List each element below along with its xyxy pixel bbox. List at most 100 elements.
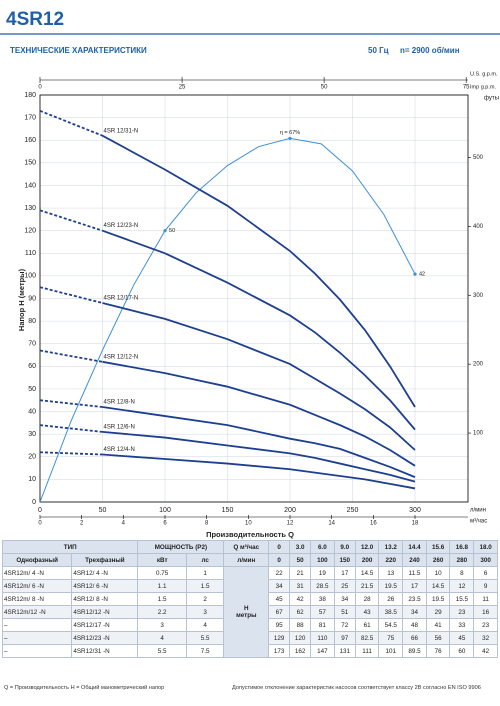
footer-legend: Q = Производительность H = Общий маномет… bbox=[4, 685, 165, 691]
h-value: 41 bbox=[425, 618, 451, 632]
y-tick-label: 20 bbox=[28, 454, 36, 461]
head-curve bbox=[102, 360, 416, 467]
h-value: 23 bbox=[473, 618, 498, 632]
head-curve-dashed bbox=[39, 109, 103, 137]
cell: 4SR12/31 -N bbox=[71, 644, 139, 658]
h-value: 14.5 bbox=[425, 579, 451, 593]
x3-tick-label: 0 bbox=[38, 85, 42, 91]
curve-label: 4SR 12/31-N bbox=[104, 128, 139, 134]
y-tick-label: 120 bbox=[24, 228, 36, 235]
h-value: 60 bbox=[449, 644, 475, 658]
th-q-m3h: 0 bbox=[268, 540, 291, 554]
th-q-lmin: 240 bbox=[402, 553, 427, 567]
th-q-m3h: 16.8 bbox=[449, 540, 475, 554]
h-value: 17 bbox=[333, 566, 356, 580]
table-row: 4SR12m/ 8 -N 4SR12/ 8 -N 1.5 2 45 42 38 34 28 26 2… bbox=[1, 592, 498, 606]
h-value: 8 bbox=[449, 566, 475, 580]
h-value: 26 bbox=[378, 592, 404, 606]
th-q-lmin: 100 bbox=[310, 553, 335, 567]
h-value: 28 bbox=[354, 592, 380, 606]
cell: 4 bbox=[137, 631, 187, 645]
q-unit: м³/час bbox=[240, 543, 260, 551]
h-value: 54.5 bbox=[378, 618, 404, 632]
th-q-m3h: 12.0 bbox=[354, 540, 380, 554]
x-tick-label: 300 bbox=[409, 507, 421, 514]
h-value: 38.5 bbox=[378, 605, 404, 619]
h-value: 11.5 bbox=[402, 566, 427, 580]
x-unit: л/мин bbox=[470, 508, 486, 514]
cell: 4SR12m/ 4 -N bbox=[1, 566, 73, 580]
cell: 1.5 bbox=[137, 592, 187, 606]
h-label: метры bbox=[236, 612, 257, 619]
curve-label: 4SR 12/12-N bbox=[104, 354, 139, 360]
h-value: 72 bbox=[333, 618, 356, 632]
th-q-m3h: 6.0 bbox=[310, 540, 335, 554]
cell: 4SR12m/ 8 -N bbox=[1, 592, 73, 606]
x2-tick-label: 4 bbox=[122, 521, 126, 527]
head-curve bbox=[102, 302, 416, 451]
y-tick-label: 40 bbox=[28, 408, 36, 415]
efficiency-point bbox=[163, 229, 167, 233]
cell: 4SR12/ 4 -N bbox=[71, 566, 139, 580]
y-tick-label: 10 bbox=[28, 476, 36, 483]
cell: 2 bbox=[185, 592, 225, 606]
x-tick-label: 150 bbox=[222, 507, 234, 514]
cell: 4SR12m/ 6 -N bbox=[1, 579, 73, 593]
y2-tick-label: 500 bbox=[473, 155, 484, 161]
y-tick-label: 170 bbox=[24, 114, 36, 121]
y-axis-label: Напор H (метры) bbox=[17, 268, 26, 331]
h-value: 56 bbox=[425, 631, 451, 645]
y-tick-label: 110 bbox=[25, 250, 36, 257]
h-value: 34 bbox=[333, 592, 356, 606]
cell: 1 bbox=[185, 566, 225, 580]
h-value: 45 bbox=[268, 592, 291, 606]
speed: n= 2900 об/мин bbox=[400, 46, 460, 55]
q: Q bbox=[233, 543, 239, 551]
h-value: 76 bbox=[425, 644, 451, 658]
cell: 3 bbox=[185, 605, 225, 619]
th-q-m3h: 18.0 bbox=[473, 540, 498, 554]
h-value: 34 bbox=[402, 605, 427, 619]
h-value: 120 bbox=[289, 631, 312, 645]
efficiency-curve bbox=[39, 137, 416, 503]
th-q-m3h: 13.2 bbox=[378, 540, 404, 554]
head-curve-dashed bbox=[39, 349, 103, 363]
th-three: Трехфазный bbox=[71, 553, 139, 567]
head-curve bbox=[102, 134, 416, 408]
head-curve-dashed bbox=[39, 209, 103, 232]
head-curve bbox=[102, 453, 416, 490]
chart: 4SR12 ТЕХНИЧЕСКИЕ ХАРАКТЕРИСТИКИ 50 Гц n… bbox=[0, 9, 500, 539]
h-value: 31 bbox=[289, 579, 312, 593]
th-q-lmin: 280 bbox=[449, 553, 475, 567]
h-value: 66 bbox=[402, 631, 427, 645]
h-value: 23 bbox=[449, 605, 475, 619]
x2-tick-label: 8 bbox=[205, 521, 209, 527]
y-tick-label: 150 bbox=[24, 160, 36, 167]
h-value: 51 bbox=[333, 605, 356, 619]
h-value: 34 bbox=[268, 579, 291, 593]
curve-label: 4SR 12/8-N bbox=[104, 400, 135, 406]
y-tick-label: 130 bbox=[24, 205, 36, 212]
cell: 3 bbox=[137, 618, 187, 632]
h-value: 173 bbox=[268, 644, 291, 658]
cell: 0.75 bbox=[137, 566, 187, 580]
h-value: 19.5 bbox=[425, 592, 451, 606]
h-value: 81 bbox=[310, 618, 335, 632]
cell: 1.1 bbox=[137, 579, 187, 593]
cell: – bbox=[1, 618, 73, 632]
h-value: 162 bbox=[289, 644, 312, 658]
x-axis-label: Производительность Q bbox=[206, 530, 294, 539]
head-curve-dashed bbox=[39, 399, 103, 408]
th-q-lmin: 50 bbox=[289, 553, 312, 567]
h-value: 19.5 bbox=[378, 579, 404, 593]
footer-note: Допустимое отклонение характеристик насо… bbox=[232, 685, 481, 691]
th-power: МОЩНОСТЬ (P2) bbox=[137, 540, 225, 554]
x2-tick-label: 14 bbox=[328, 521, 335, 527]
x3-unit: Imp g.p.m. bbox=[470, 84, 496, 90]
x-tick-label: 100 bbox=[159, 507, 171, 514]
y-tick-label: 30 bbox=[28, 431, 36, 438]
h-value: 110 bbox=[310, 631, 335, 645]
th-lmin: л/мин bbox=[223, 553, 270, 567]
table-row: –4SR12/31 -N 5.5 7.5 173 162 147 131 111 101 89.5… bbox=[1, 644, 498, 658]
